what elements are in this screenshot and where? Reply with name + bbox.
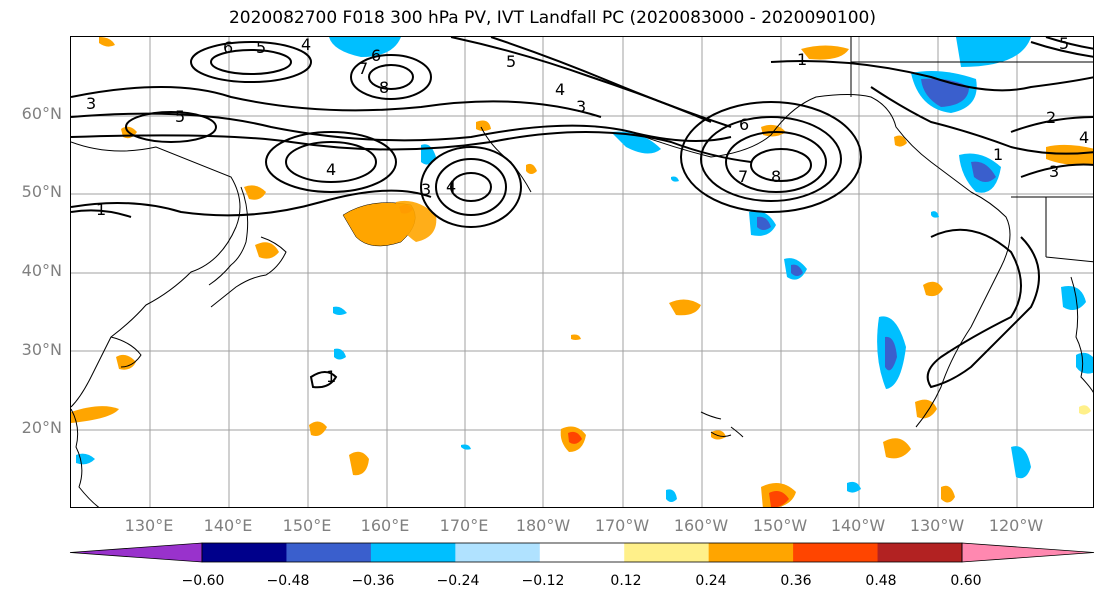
map-canvas: 6 5 4 6 7 8 5 4 3 1 3 5 4 3 4 1 6 7 8 2 … (71, 37, 1093, 507)
colorbar-swatch (455, 543, 541, 562)
negative-anomaly-patches (76, 37, 1093, 502)
lon-label: 130°W (909, 516, 965, 535)
figure-title: 2020082700 F018 300 hPa PV, IVT Landfall… (228, 8, 876, 28)
lat-label-40n: 40°N (21, 261, 62, 280)
contour-label: 5 (1059, 37, 1069, 53)
lon-label: 150°W (752, 516, 808, 535)
lon-label: 130°E (124, 516, 174, 535)
colorbar-swatch (539, 543, 625, 562)
colorbar-swatch (793, 543, 879, 562)
contour-label: 6 (739, 115, 749, 134)
lon-label: 160°E (360, 516, 410, 535)
colorbar-tick-label: 0.12 (610, 573, 642, 589)
contour-label: 4 (1079, 128, 1089, 147)
contour-label: 3 (86, 94, 96, 113)
colorbar-frame (201, 542, 963, 563)
gridlines (71, 37, 1093, 507)
lon-label: 140°W (830, 516, 886, 535)
lat-label-60n: 60°N (21, 104, 62, 123)
contour-label: 7 (358, 59, 368, 78)
colorbar-swatches (69, 542, 1095, 563)
lon-label: 170°W (594, 516, 650, 535)
contour-label: 6 (371, 46, 381, 65)
colorbar-tick-label: 0.48 (865, 573, 897, 589)
positive-anomaly-patches (71, 37, 1093, 507)
contour-label: 5 (256, 38, 266, 57)
coastlines (71, 37, 1093, 507)
colorbar-tick-label: −0.24 (436, 573, 480, 589)
contour-label: 7 (738, 167, 748, 186)
colorbar-extend-max (961, 542, 1095, 563)
colorbar-swatch (708, 543, 794, 562)
lon-label: 170°E (439, 516, 489, 535)
colorbar-swatch (624, 543, 710, 562)
contour-label: 1 (96, 200, 106, 219)
colorbar-swatch (877, 543, 963, 562)
colorbar-tick-label: 0.36 (780, 573, 812, 589)
contour-label: 3 (1049, 162, 1059, 181)
contour-label: 1 (993, 145, 1003, 164)
contour-label: 1 (326, 367, 336, 386)
contour-label: 3 (576, 97, 586, 116)
contour-label: 8 (379, 78, 389, 97)
lon-label: 120°W (988, 516, 1044, 535)
colorbar-tick-label: −0.12 (521, 573, 565, 589)
contour-label: 4 (301, 37, 311, 54)
colorbar-swatch (286, 543, 372, 562)
pv-contours (71, 37, 1093, 389)
lon-label: 150°E (282, 516, 332, 535)
contour-label: 8 (771, 167, 781, 186)
contour-labels: 6 5 4 6 7 8 5 4 3 1 3 5 4 3 4 1 6 7 8 2 … (86, 37, 1089, 386)
contour-label: 6 (223, 38, 233, 57)
lon-label: 140°E (203, 516, 253, 535)
contour-label: 5 (506, 52, 516, 71)
lon-label: 180°W (515, 516, 571, 535)
contour-label: 1 (797, 50, 807, 69)
contour-label: 3 (421, 180, 431, 199)
contour-label: 4 (446, 177, 456, 196)
contour-label: 4 (555, 80, 565, 99)
colorbar-tick-label: 0.60 (950, 573, 982, 589)
colorbar-swatch (202, 543, 287, 562)
colorbar (69, 542, 1095, 563)
colorbar-swatch (370, 543, 456, 562)
colorbar-tick-label: 0.24 (695, 573, 727, 589)
lon-label: 160°W (673, 516, 729, 535)
contour-label: 5 (175, 107, 185, 126)
colorbar-tick-label: −0.48 (266, 573, 310, 589)
colorbar-extend-min (69, 542, 203, 563)
colorbar-tick-label: −0.36 (351, 573, 395, 589)
map-panel: 6 5 4 6 7 8 5 4 3 1 3 5 4 3 4 1 6 7 8 2 … (70, 36, 1094, 508)
contour-label: 2 (1046, 108, 1056, 127)
lat-label-20n: 20°N (21, 418, 62, 437)
colorbar-tick-label: −0.60 (181, 573, 225, 589)
lat-label-50n: 50°N (21, 182, 62, 201)
lat-label-30n: 30°N (21, 340, 62, 359)
contour-label: 4 (326, 160, 336, 179)
